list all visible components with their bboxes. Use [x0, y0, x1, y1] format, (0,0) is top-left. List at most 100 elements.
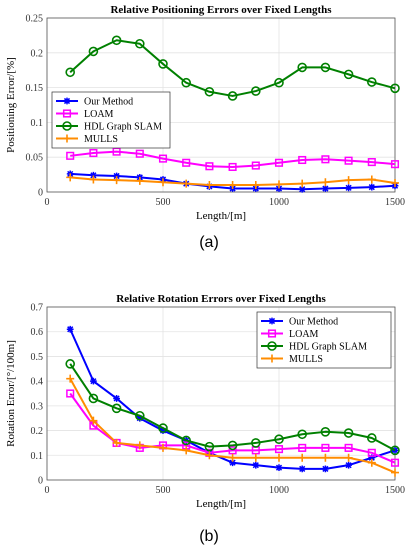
chart-1-data-point	[251, 181, 260, 190]
chart-2-data-point	[320, 427, 331, 437]
chart-1: 0 0.05 0.1 0.15 0.2 0.25 0 500 1000 1500 Relative …	[5, 4, 405, 251]
chart-1-data-point	[298, 179, 307, 188]
chart-2-data-point	[136, 414, 144, 422]
chart-2-xtick-label: 1000	[269, 485, 289, 496]
chart-1-legend-label: MULLS	[84, 134, 118, 145]
chart-1-ytick-label: 0.1	[31, 118, 44, 129]
chart-2-data-point	[228, 446, 237, 455]
chart-1-data-point	[89, 148, 98, 158]
chart-1-series-line	[70, 150, 396, 168]
chart-1-title: Relative Positioning Errors over Fixed L…	[110, 4, 332, 16]
chart-1-series-mulls	[66, 173, 399, 190]
chart-1-data-point	[204, 86, 215, 97]
chart-1-series-hdl-graph-slam	[65, 35, 400, 101]
chart-1-data-point	[135, 149, 144, 158]
chart-2-legend-label: MULLS	[289, 354, 323, 365]
chart-2-data-point	[135, 441, 144, 450]
chart-1-data-point	[135, 176, 144, 185]
chart-1-axes-frame	[46, 17, 396, 193]
chart-1-legend-marker	[63, 97, 71, 105]
chart-2-data-point	[275, 453, 283, 462]
chart-1-legend-label: LOAM	[84, 109, 114, 120]
chart-2-title: Relative Rotation Errors over Fixed Leng…	[116, 293, 326, 305]
chart-2-xtick-label: 1500	[385, 485, 405, 496]
chart-2-series-hdl-graph-slam	[65, 359, 400, 456]
chart-1-legend-label: Our Method	[84, 97, 133, 108]
chart-1-data-point	[159, 178, 167, 187]
chart-2-series-line	[69, 363, 396, 452]
chart-2-data-point	[367, 458, 376, 467]
chart-2-data-point	[274, 445, 284, 454]
chart-2-xtick-label: 500	[156, 485, 171, 496]
chart-1-data-point	[113, 172, 120, 180]
chart-1-data-point	[390, 160, 400, 169]
chart-2-data-point	[297, 429, 308, 440]
chart-1-data-point	[298, 155, 307, 165]
chart-2-data-point	[321, 443, 330, 452]
chart-1-data-point	[205, 181, 214, 190]
chart-2-data-point	[229, 459, 236, 467]
chart-1-xtick-label: 0	[45, 197, 50, 208]
chart-1-ytick-label: 0	[38, 188, 43, 199]
chart-1-ytick-label: 0.2	[31, 48, 44, 59]
chart-2-data-point	[391, 468, 399, 477]
chart-2-data-point	[251, 438, 261, 448]
chart-1-data-point	[88, 46, 99, 57]
chart-2-legend-marker	[267, 329, 277, 338]
chart-2-data-point	[89, 416, 98, 425]
chart-2-series-mulls	[66, 374, 399, 477]
chart-2-legend-marker	[268, 317, 276, 325]
chart-1-legend-marker	[63, 134, 71, 143]
chart-1-data-point	[66, 151, 75, 160]
chart-1-legend-marker	[62, 109, 72, 118]
chart-1-xtick-label: 500	[156, 197, 171, 208]
chart-1-data-point	[182, 179, 191, 188]
chart-2-data-point	[66, 374, 75, 383]
chart-1-ytick-label: 0.05	[26, 153, 44, 164]
chart-2-data-point	[227, 440, 238, 451]
chart-1-legend-marker	[62, 121, 72, 131]
chart-2-legend-marker	[268, 354, 276, 363]
chart-2-data-point	[321, 453, 330, 462]
chart-1-ytick-label: 0.25	[26, 14, 44, 25]
chart-2-data-point	[135, 410, 145, 421]
chart-2-data-point	[322, 465, 329, 473]
chart-2-data-point	[159, 443, 167, 452]
chart-1-data-point	[135, 38, 145, 49]
chart-1-data-point	[275, 185, 283, 192]
chart-2-data-point	[344, 443, 353, 452]
chart-2-data-point	[88, 393, 99, 404]
chart-1-ytick-label: 0.15	[26, 83, 44, 94]
chart-2-caption: (b)	[199, 528, 219, 545]
chart-2-axes-frame	[46, 306, 396, 481]
chart-2-data-point	[298, 465, 306, 473]
chart-2-data-point	[182, 446, 191, 455]
chart-1-data-point	[158, 59, 168, 69]
chart-1-data-point	[205, 162, 214, 171]
chart-1-data-point	[297, 62, 308, 73]
chart-2-ytick-label: 0.7	[31, 303, 44, 314]
chart-2-data-point	[65, 359, 75, 369]
chart-2-data-point	[345, 461, 352, 469]
chart-1-data-point	[66, 173, 75, 182]
chart-2-data-point	[298, 443, 307, 452]
chart-2-data-point	[390, 445, 400, 456]
chart-1-data-point	[345, 184, 352, 192]
chart-2-data-point	[344, 453, 353, 462]
chart-1-data-point	[158, 154, 168, 163]
chart-2-data-point	[113, 395, 120, 402]
chart-2-data-point	[367, 448, 376, 457]
chart-2-data-point	[90, 377, 97, 385]
chart-1-data-point	[251, 161, 260, 170]
chart-1-data-point	[112, 176, 121, 185]
chart-1-xtick-label: 1500	[385, 197, 405, 208]
chart-2-legend-label: Our Method	[289, 317, 338, 328]
chart-2-legend-label: LOAM	[289, 329, 319, 340]
chart-1-data-point	[367, 158, 376, 167]
chart-1-data-point	[89, 175, 98, 184]
chart-2-data-point	[111, 403, 122, 414]
chart-1-data-point	[274, 158, 284, 167]
chart-1-data-point	[320, 62, 331, 73]
chart-1-xtick-label: 1000	[269, 197, 289, 208]
